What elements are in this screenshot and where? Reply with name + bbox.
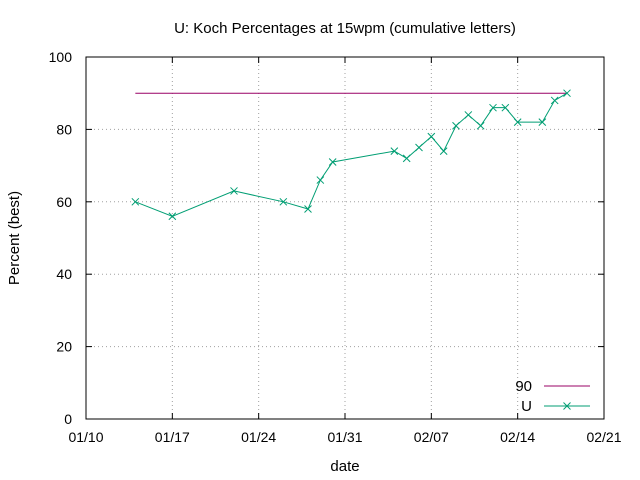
series-layer [131,89,571,221]
x-tick-label: 01/24 [241,429,276,445]
data-point [439,147,448,155]
data-point [279,197,288,206]
data-point [168,212,177,221]
y-axis-label: Percent (best) [6,191,23,285]
legend: 90 U [515,378,590,415]
data-point [513,118,522,127]
y-tick-label: 0 [64,411,72,427]
data-point [538,118,547,127]
data-point [328,158,337,166]
x-tick-label: 02/21 [586,429,621,445]
series-line-u [135,92,568,217]
y-tick-label: 40 [56,266,72,282]
data-point [390,147,399,155]
x-axis-label: date [330,458,359,475]
data-point [550,96,559,105]
data-point [427,132,436,141]
legend-label: 90 [515,378,532,395]
data-point [415,143,423,152]
y-tick-label: 60 [56,194,72,210]
data-point [464,111,473,119]
y-tick-label: 100 [49,49,73,65]
data-point [402,154,411,163]
y-tick-label: 20 [56,339,72,355]
data-point [304,205,312,213]
x-tick-label: 02/14 [500,429,535,445]
data-point [563,89,571,98]
axis-ticks: 01/10 01/17 01/24 01/31 02/07 02/14 02/21 0 20 40… [49,49,622,445]
chart-title: U: Koch Percentages at 15wpm (cumulative… [174,20,516,37]
data-point [476,121,485,130]
x-tick-label: 02/07 [414,429,449,445]
legend-label: U [521,398,532,415]
x-tick-label: 01/10 [68,429,103,445]
x-tick-label: 01/31 [327,429,362,445]
data-point [131,197,140,206]
legend-marker [563,402,571,410]
data-point [501,103,510,112]
x-tick-label: 01/17 [155,429,190,445]
data-point [316,176,325,184]
data-point [230,187,238,195]
plot-frame [85,56,605,420]
y-tick-label: 80 [56,121,72,137]
data-point [452,121,460,130]
data-point [489,103,497,112]
grid [86,57,604,419]
